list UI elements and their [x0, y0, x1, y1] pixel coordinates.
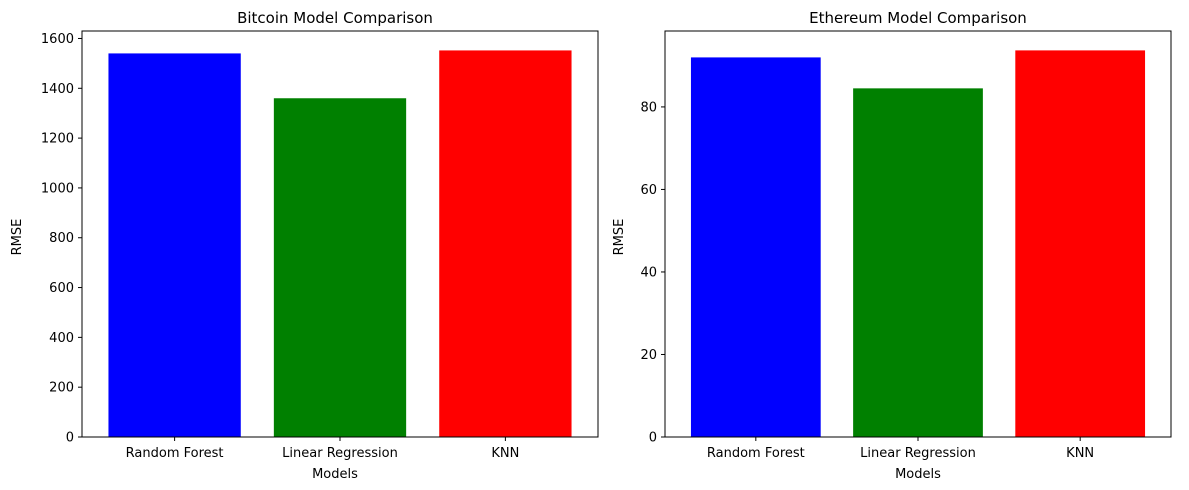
bar-knn [439, 50, 572, 437]
bar-linear-regression [273, 98, 407, 438]
x-tick-label: KNN [1066, 446, 1094, 461]
bars [690, 50, 1146, 438]
bar-random-forest [108, 53, 241, 438]
bar-random-forest [690, 57, 821, 438]
x-tick-label: Linear Regression [860, 446, 976, 461]
y-tick-label: 20 [640, 348, 657, 363]
y-tick-label: 1600 [41, 32, 74, 47]
y-tick-label: 1200 [41, 132, 74, 147]
y-tick-label: 1400 [41, 82, 74, 97]
plot-frame [664, 30, 1172, 438]
x-tick-label: KNN [491, 446, 519, 461]
y-tick-label: 800 [49, 231, 74, 246]
y-tick-label: 60 [640, 183, 657, 198]
bitcoin-chart: Bitcoin Model Comparison RMSE Models 0 20… [10, 9, 599, 482]
plot-frame [81, 30, 599, 438]
y-tick-label: 400 [49, 331, 74, 346]
ethereum-chart: Ethereum Model Comparison RMSE Models 0 2… [612, 9, 1172, 482]
chart-title: Ethereum Model Comparison [809, 9, 1027, 27]
y-ticks: 0 200 400 600 800 1000 1200 1400 1600 [41, 32, 82, 446]
y-axis-label: RMSE [10, 219, 25, 256]
chart-title: Bitcoin Model Comparison [237, 9, 433, 27]
x-tick-label: Random Forest [707, 446, 805, 461]
y-tick-label: 40 [640, 265, 657, 280]
y-tick-label: 1000 [41, 181, 74, 196]
y-tick-label: 0 [649, 431, 657, 446]
y-ticks: 0 20 40 60 80 [640, 100, 665, 446]
x-ticks: Random Forest Linear Regression KNN [707, 437, 1094, 461]
x-axis-label: Models [312, 467, 358, 482]
y-tick-label: 80 [640, 100, 657, 115]
x-tick-label: Random Forest [126, 446, 224, 461]
y-tick-label: 600 [49, 281, 74, 296]
y-axis-label: RMSE [612, 219, 627, 256]
x-tick-label: Linear Regression [282, 446, 398, 461]
x-axis-label: Models [895, 467, 941, 482]
bars [108, 50, 572, 438]
x-ticks: Random Forest Linear Regression KNN [126, 437, 519, 461]
y-tick-label: 0 [66, 431, 74, 446]
y-tick-label: 200 [49, 381, 74, 396]
bar-knn [1015, 50, 1146, 438]
bar-linear-regression [853, 88, 983, 437]
